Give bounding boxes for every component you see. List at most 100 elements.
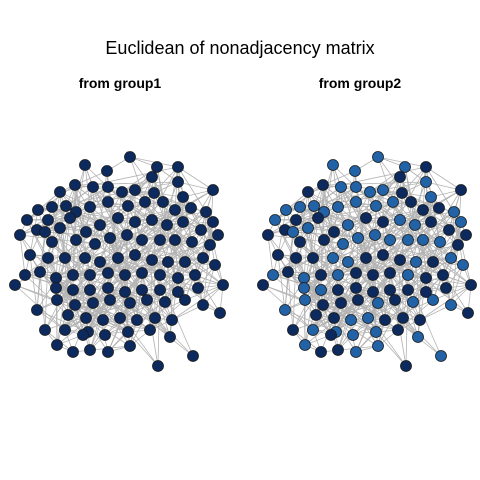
network-node [197,299,209,311]
network-node [62,309,74,321]
network-node [377,249,389,261]
network-node [177,216,189,228]
network-edge [24,257,66,276]
network-edge [277,254,339,276]
network-edge [340,289,391,304]
network-edge [167,261,216,266]
network-edge [419,284,472,321]
network-node [169,204,181,216]
network-node [97,314,109,326]
network-edge [332,239,391,259]
network-edge [337,272,391,291]
network-edge [177,277,224,286]
network-node [34,266,46,278]
network-node [302,186,314,198]
network-node [434,236,446,248]
network-edge [422,221,462,241]
network-edge [85,317,129,333]
network-node [179,256,191,268]
network-node [409,219,421,231]
network-edge [146,274,196,301]
network-node [46,236,58,248]
network-node [384,267,396,279]
network-node [425,216,437,228]
network-edge [126,234,176,241]
network-edge [36,309,89,333]
network-node [146,214,158,226]
network-node [136,234,148,246]
network-node [104,294,116,306]
network-node [19,269,31,281]
network-node [307,252,319,264]
network-node [31,304,43,316]
network-node [280,204,292,216]
network-node [50,282,62,294]
network-node [433,202,445,214]
network-node [162,256,174,268]
network-edge [141,287,199,291]
network-node [332,201,344,213]
network-node [402,269,414,281]
network-edge [389,277,427,291]
network-node [124,151,136,163]
network-edge [99,261,194,357]
network-node [448,206,460,218]
network-edge [124,274,156,319]
network-node [172,176,184,188]
network-node [169,234,181,246]
network-node [42,252,54,264]
network-edge [141,272,173,321]
network-node [328,226,340,238]
network-node [51,339,63,351]
network-node [367,269,379,281]
network-edge [312,237,359,259]
network-edge [372,261,417,276]
network-edge [102,319,151,331]
network-edge [72,237,111,276]
network-node [350,181,362,193]
network-node [360,212,372,224]
network-node [24,249,36,261]
network-node [122,326,134,338]
network-node [327,159,339,171]
network-edge [347,261,442,357]
network-edge [323,211,384,223]
network-edge [85,317,109,353]
network-node [112,252,124,264]
network-node [332,344,344,356]
network-edge [367,289,409,319]
network-edge [374,221,432,236]
network-edge [389,209,424,241]
network-node [384,284,396,296]
network-edge [295,186,357,221]
network-edge [284,309,337,333]
network-edge [267,234,274,276]
network-edge [141,277,179,291]
network-node [400,360,412,372]
network-node [39,226,51,238]
network-edge [85,205,129,233]
network-node [94,219,106,231]
network-node [69,299,81,311]
network-node [402,284,414,296]
network-node [405,196,417,208]
network-node [435,350,447,362]
network-edge [394,274,444,301]
network-edge [320,237,359,276]
network-node [387,196,399,208]
network-edge [109,299,159,367]
network-edge [292,257,297,331]
network-node [84,344,96,356]
network-node [414,314,426,326]
network-node [370,200,382,212]
network-edge [72,289,84,336]
figure-title: Euclidean of nonadjacency matrix [105,38,375,58]
network-node [102,267,114,279]
network-edge [272,274,317,316]
network-edge [89,201,146,208]
network-edge [29,254,91,276]
network-node [310,309,322,321]
network-edge [124,261,169,276]
network-edge [303,227,309,279]
